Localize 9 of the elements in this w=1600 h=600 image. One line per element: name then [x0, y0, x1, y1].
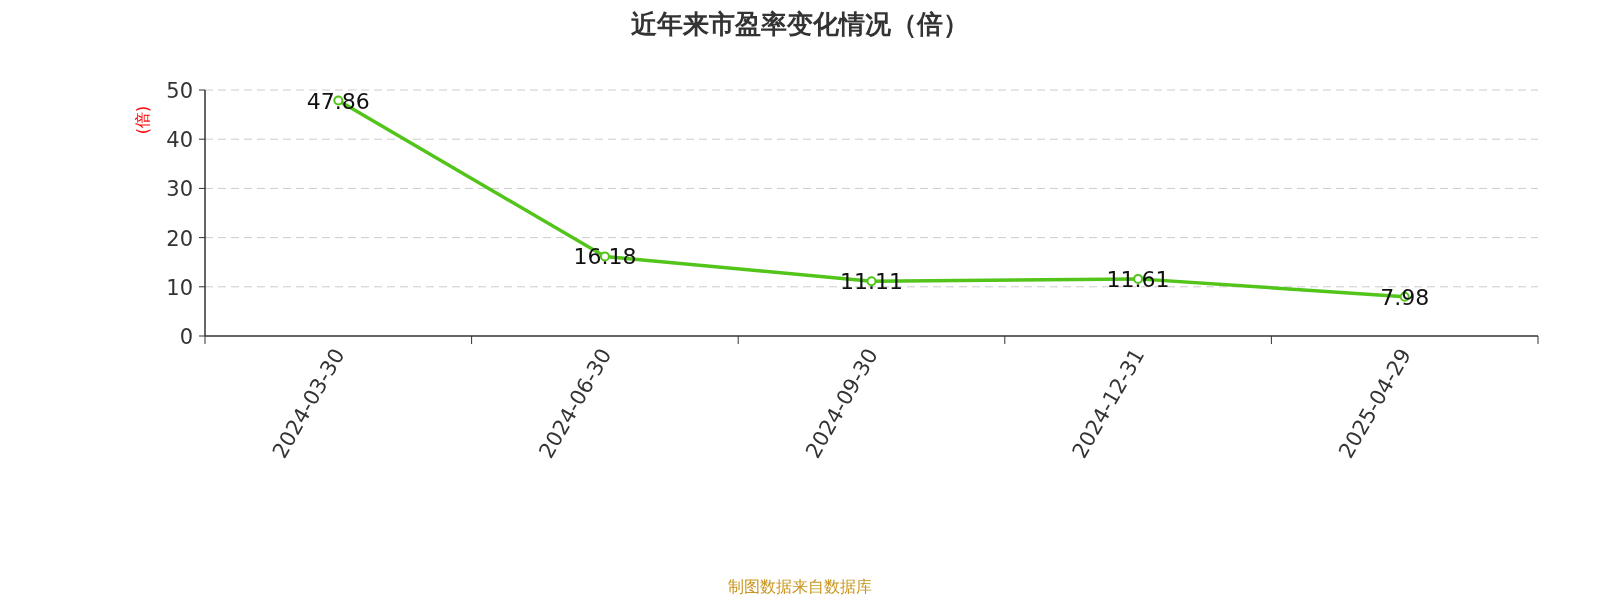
chart-title: 近年来市盈率变化情况（倍）	[631, 9, 969, 39]
y-tick-label: 20	[166, 226, 193, 251]
y-tick-label: 30	[166, 177, 193, 202]
y-tick-label: 50	[166, 79, 193, 103]
text: 制图数据来自数据库	[728, 577, 872, 596]
y-axis-title: (倍)	[133, 105, 152, 135]
y-tick-label: 40	[166, 128, 193, 153]
y-tick-label: 0	[179, 325, 193, 349]
y-tick-label: 10	[166, 275, 193, 300]
